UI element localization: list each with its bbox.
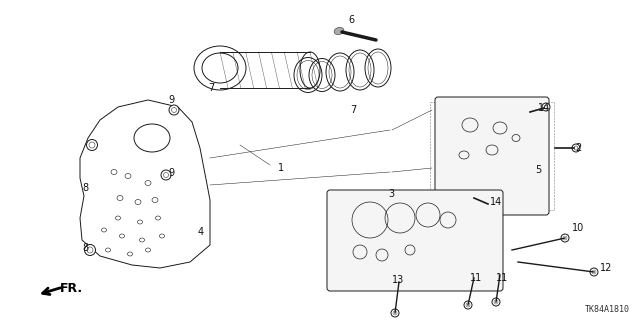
Text: 14: 14 [538,103,550,113]
FancyBboxPatch shape [435,97,549,215]
Circle shape [161,170,171,180]
Text: 8: 8 [82,243,88,253]
Text: 4: 4 [198,227,204,237]
Text: 2: 2 [575,143,581,153]
Text: 3: 3 [388,189,394,199]
Circle shape [84,244,95,255]
Text: FR.: FR. [60,282,83,294]
Text: 11: 11 [470,273,483,283]
Text: 10: 10 [572,223,584,233]
Circle shape [590,268,598,276]
Circle shape [492,298,500,306]
Circle shape [561,234,569,242]
Text: 12: 12 [600,263,612,273]
Circle shape [542,103,550,111]
Text: 6: 6 [348,15,354,25]
Text: 13: 13 [392,275,404,285]
Ellipse shape [334,28,344,35]
Circle shape [464,301,472,309]
Circle shape [486,201,494,209]
Text: 9: 9 [168,168,174,178]
Text: 7: 7 [350,105,356,115]
Circle shape [572,144,580,152]
Text: 1: 1 [278,163,284,173]
Text: 11: 11 [496,273,508,283]
Circle shape [391,309,399,317]
Text: 9: 9 [168,95,174,105]
FancyBboxPatch shape [327,190,503,291]
Circle shape [169,105,179,115]
Circle shape [86,140,97,150]
Text: 5: 5 [535,165,541,175]
Text: 14: 14 [490,197,502,207]
Text: 7: 7 [208,83,214,93]
Text: 8: 8 [82,183,88,193]
Text: TK84A1810: TK84A1810 [585,305,630,314]
